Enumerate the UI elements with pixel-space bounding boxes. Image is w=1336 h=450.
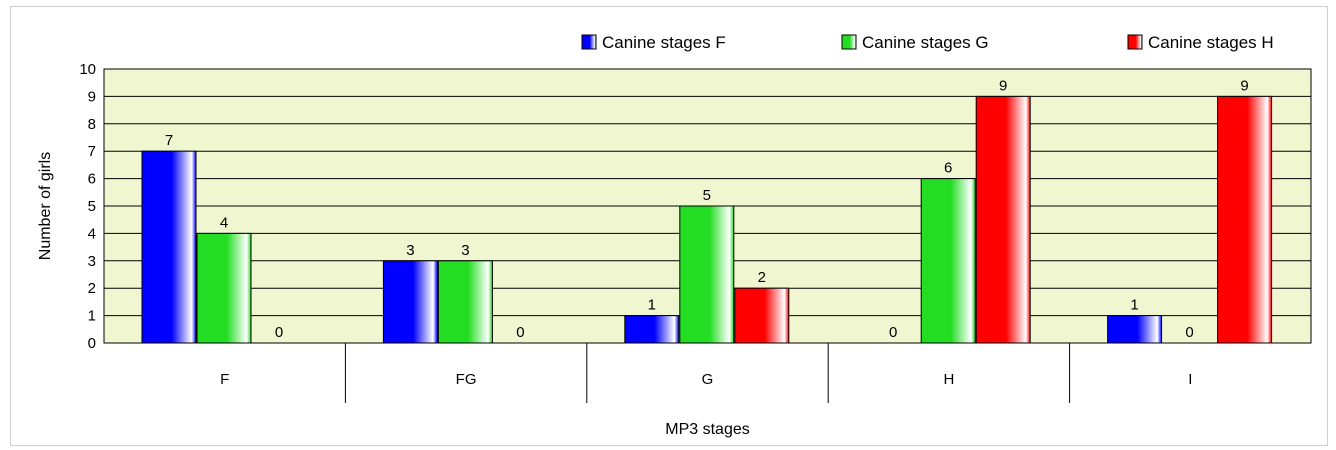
data-label: 1 xyxy=(1130,297,1138,314)
data-label: 0 xyxy=(1185,324,1193,341)
legend: Canine stages F Canine stages G Canine sta… xyxy=(581,33,1274,52)
bar-FG-1 xyxy=(382,260,438,344)
legend-swatch xyxy=(581,34,597,50)
y-tick-label: 3 xyxy=(88,253,96,270)
y-tick-label: 5 xyxy=(88,198,96,215)
x-axis: F FG G H I xyxy=(220,343,1192,403)
y-tick-label: 4 xyxy=(88,225,96,242)
data-label: 0 xyxy=(516,324,524,341)
data-label: 1 xyxy=(648,297,656,314)
y-axis-ticks: 0 1 2 3 4 5 6 7 8 9 10 xyxy=(79,61,96,352)
bar-H-3 xyxy=(975,95,1031,344)
x-axis-label: MP3 stages xyxy=(665,421,749,438)
y-tick-label: 6 xyxy=(88,171,96,188)
bar-H-2 xyxy=(920,178,976,344)
bar-I-3 xyxy=(1217,95,1273,344)
data-label: 2 xyxy=(758,269,766,286)
y-tick-label: 1 xyxy=(88,308,96,325)
data-label: 3 xyxy=(461,242,469,259)
chart-frame xyxy=(10,6,1328,446)
y-axis-label: Number of girls xyxy=(37,152,54,260)
x-tick-label: F xyxy=(220,371,229,388)
bar-F-2 xyxy=(196,232,252,344)
bar-I-1 xyxy=(1107,315,1163,344)
data-label: 3 xyxy=(406,242,414,259)
legend-swatch xyxy=(1127,34,1143,50)
data-label: 0 xyxy=(889,324,897,341)
legend-label: Canine stages H xyxy=(1148,33,1274,52)
y-tick-label: 10 xyxy=(79,61,96,78)
x-tick-label: G xyxy=(702,371,714,388)
bar-G-2 xyxy=(679,205,735,344)
bars: 7 4 0 3 3 0 1 5 2 0 6 9 1 0 9 xyxy=(141,77,1273,344)
data-label: 4 xyxy=(220,214,228,231)
data-label: 5 xyxy=(703,187,711,204)
y-tick-label: 8 xyxy=(88,116,96,133)
legend-swatch xyxy=(841,34,857,50)
data-label: 7 xyxy=(165,132,173,149)
x-tick-label: H xyxy=(943,371,954,388)
bar-G-3 xyxy=(734,287,790,344)
x-tick-label: FG xyxy=(456,371,477,388)
y-tick-label: 7 xyxy=(88,143,96,160)
legend-label: Canine stages F xyxy=(602,33,726,52)
x-tick-label: I xyxy=(1188,371,1192,388)
y-tick-label: 0 xyxy=(88,335,96,352)
data-label: 0 xyxy=(275,324,283,341)
y-tick-label: 2 xyxy=(88,280,96,297)
y-tick-label: 9 xyxy=(88,88,96,105)
legend-label: Canine stages G xyxy=(862,33,989,52)
bar-FG-2 xyxy=(437,260,493,344)
bar-F-1 xyxy=(141,150,197,344)
data-label: 9 xyxy=(999,77,1007,94)
data-label: 9 xyxy=(1240,77,1248,94)
data-label: 6 xyxy=(944,160,952,177)
bar-G-1 xyxy=(624,315,680,344)
